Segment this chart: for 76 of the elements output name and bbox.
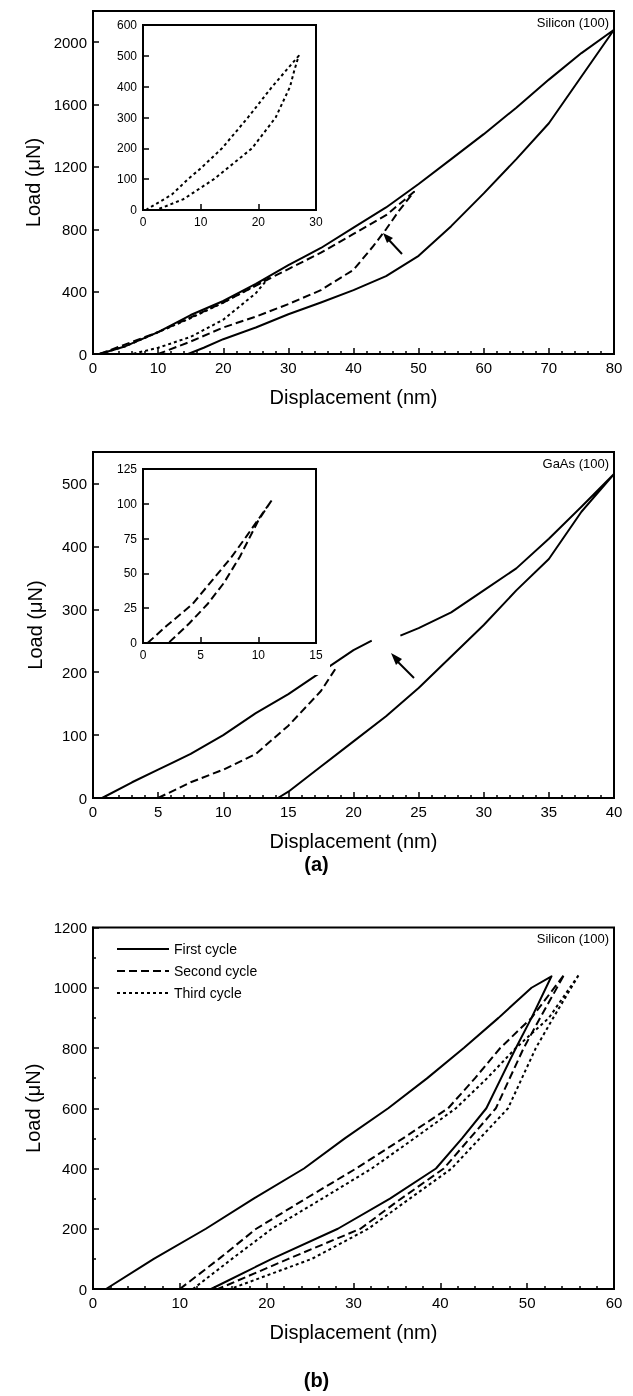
y-tick-label: 50 [123, 566, 138, 581]
x-tick-label: 20 [251, 215, 266, 229]
annotation: Silicon (100) [536, 931, 610, 946]
y-axis-title: Load (μN) [21, 137, 44, 228]
x-tick-label: 40 [431, 1294, 449, 1311]
x-tick-label: 10 [214, 803, 232, 820]
y-tick-label: 0 [78, 345, 87, 363]
y-tick-label: 1200 [53, 919, 87, 936]
y-tick-label: 1200 [53, 158, 87, 176]
x-axis-title: Displacement (nm) [269, 1321, 438, 1343]
x-axis-title: Displacement (nm) [269, 386, 438, 408]
y-tick-label: 500 [61, 474, 87, 492]
y-tick-label: 800 [61, 220, 87, 238]
x-tick-label: 60 [475, 359, 493, 376]
annotation: Silicon (100) [536, 15, 610, 30]
x-tick-label: 80 [605, 359, 623, 376]
y-tick-label: 25 [123, 601, 138, 616]
x-tick-label: 35 [540, 803, 558, 820]
y-tick-label: 400 [61, 283, 87, 301]
y-tick-label: 75 [123, 531, 138, 546]
y-tick-label: 200 [61, 663, 87, 681]
x-axis-title: Displacement (nm) [269, 830, 438, 852]
y-tick-label: 0 [78, 789, 87, 807]
x-tick-label: 20 [345, 803, 362, 820]
y-tick-label: 400 [116, 79, 138, 94]
y-tick-label: 1000 [53, 979, 87, 997]
y-tick-label: 300 [116, 110, 138, 125]
y-tick-label: 600 [116, 18, 138, 32]
y-tick-label: 0 [78, 1280, 87, 1298]
x-tick-label: 30 [280, 359, 297, 376]
x-tick-label: 50 [518, 1294, 536, 1311]
y-axis-title: Load (μN) [21, 1063, 44, 1153]
y-axis-title: Load (μN) [24, 580, 46, 670]
y-tick-label: 400 [61, 1160, 87, 1177]
y-tick-label: 500 [116, 48, 138, 63]
x-tick-label: 0 [139, 215, 147, 229]
x-tick-label: 10 [149, 359, 167, 376]
x-tick-label: 25 [410, 803, 427, 820]
x-tick-label: 10 [171, 1294, 189, 1311]
x-tick-label: 10 [193, 215, 208, 229]
y-tick-label: 800 [61, 1039, 87, 1057]
x-tick-label: 5 [197, 648, 205, 662]
text: (b) [303, 1369, 330, 1391]
y-tick-label: 600 [61, 1099, 87, 1117]
legend-label: Third cycle [174, 985, 242, 1001]
y-tick-label: 200 [116, 141, 138, 156]
x-tick-label: 10 [251, 648, 266, 662]
x-tick-label: 30 [475, 803, 493, 820]
x-tick-label: 30 [309, 215, 323, 229]
x-tick-label: 20 [214, 359, 232, 376]
x-tick-label: 15 [309, 648, 323, 662]
y-tick-label: 100 [61, 726, 87, 744]
y-tick-label: 0 [130, 203, 138, 217]
x-tick-label: 70 [540, 359, 558, 376]
x-tick-label: 0 [139, 648, 147, 662]
x-tick-label: 40 [345, 359, 362, 376]
x-tick-label: 15 [280, 803, 297, 820]
y-tick-label: 300 [61, 600, 87, 618]
y-tick-label: 125 [116, 462, 138, 476]
y-tick-label: 100 [116, 172, 138, 187]
legend-label: Second cycle [174, 963, 258, 979]
x-tick-label: 30 [345, 1294, 362, 1311]
x-tick-label: 40 [605, 803, 623, 820]
y-tick-label: 100 [116, 496, 138, 511]
x-tick-label: 5 [153, 803, 163, 820]
y-tick-label: 1600 [53, 96, 87, 114]
y-tick-label: 0 [130, 636, 138, 650]
y-tick-label: 2000 [53, 33, 87, 51]
text: (a) [304, 853, 329, 875]
y-tick-label: 400 [61, 537, 87, 555]
x-tick-label: 60 [605, 1294, 623, 1311]
x-tick-label: 50 [410, 359, 427, 376]
legend-label: First cycle [174, 941, 238, 957]
y-tick-label: 200 [61, 1220, 87, 1238]
annotation: GaAs (100) [542, 456, 610, 471]
x-tick-label: 20 [258, 1294, 276, 1311]
